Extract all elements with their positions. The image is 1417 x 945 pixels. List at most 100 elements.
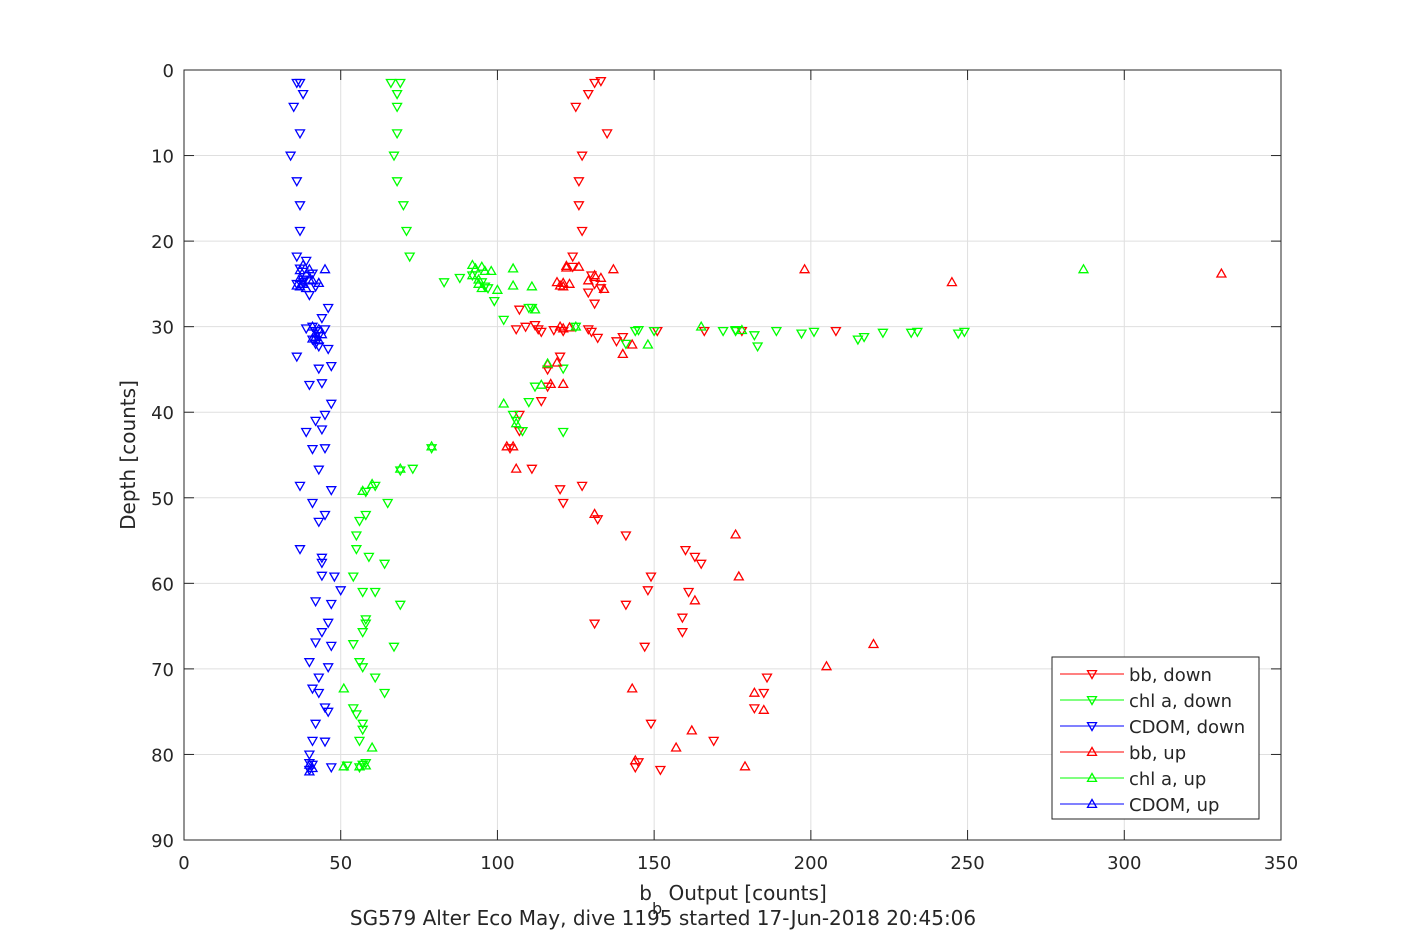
- up-data-point: [357, 485, 369, 495]
- down-data-point: [316, 571, 328, 582]
- up-data-point: [867, 638, 880, 649]
- y-tick-label: 0: [163, 61, 174, 82]
- down-data-point: [676, 628, 689, 638]
- down-data-point: [736, 326, 748, 337]
- up-data-point: [733, 570, 745, 581]
- down-data-point: [454, 273, 466, 284]
- up-data-point: [303, 765, 316, 776]
- down-data-point: [294, 78, 306, 89]
- down-data-point: [438, 278, 450, 289]
- up-data-point: [338, 682, 350, 693]
- down-data-point: [291, 252, 303, 263]
- down-data-point: [504, 444, 516, 455]
- down-data-point: [313, 364, 325, 375]
- up-data-point: [557, 378, 569, 389]
- up-data-point: [758, 704, 770, 714]
- up-data-point: [319, 263, 331, 274]
- down-data-point: [770, 326, 783, 337]
- legend-marker: [1086, 772, 1098, 783]
- down-data-point: [397, 201, 410, 212]
- down-data-point: [350, 710, 363, 721]
- down-data-point: [532, 325, 544, 336]
- down-data-point: [313, 517, 325, 528]
- down-data-point: [526, 464, 538, 475]
- up-data-point: [360, 759, 372, 770]
- down-data-point: [306, 760, 319, 771]
- down-data-point: [325, 763, 337, 774]
- down-data-point: [507, 410, 519, 421]
- down-data-point: [322, 303, 334, 314]
- down-data-point: [360, 619, 372, 630]
- down-data-point: [592, 333, 604, 344]
- down-data-point: [588, 78, 601, 89]
- up-data-point: [595, 272, 607, 282]
- up-data-point: [309, 327, 322, 338]
- down-data-point: [729, 326, 742, 336]
- down-data-point: [325, 641, 337, 652]
- up-data-point: [476, 260, 488, 271]
- down-data-point: [573, 177, 585, 188]
- down-data-point: [905, 328, 917, 339]
- series-2: [284, 78, 347, 776]
- down-data-point: [291, 177, 303, 188]
- down-data-point: [347, 572, 359, 583]
- down-data-point: [350, 545, 363, 555]
- down-data-point: [595, 77, 607, 87]
- down-data-point: [541, 365, 554, 376]
- down-data-point: [595, 284, 607, 295]
- down-data-point: [761, 673, 773, 684]
- down-data-point: [325, 486, 337, 496]
- up-data-point: [689, 594, 701, 605]
- down-data-point: [369, 481, 381, 492]
- up-data-point: [736, 324, 748, 335]
- down-data-point: [425, 444, 438, 455]
- up-data-point: [573, 260, 585, 271]
- up-data-point: [303, 263, 316, 274]
- down-data-point: [554, 352, 566, 363]
- down-data-point: [629, 326, 641, 337]
- up-data-point: [469, 262, 482, 273]
- down-data-point: [588, 619, 601, 630]
- down-data-point: [300, 427, 312, 438]
- up-data-point: [306, 274, 319, 285]
- down-data-point: [325, 361, 337, 372]
- down-data-point: [353, 736, 366, 747]
- down-data-point: [911, 327, 924, 338]
- down-data-point: [570, 102, 582, 113]
- y-tick-labels: 0 10 20 30 40 50 60 70 80 90: [151, 61, 174, 852]
- down-data-point: [391, 102, 403, 113]
- down-data-point: [488, 296, 500, 307]
- down-data-point: [582, 288, 594, 299]
- down-data-point: [394, 78, 406, 89]
- down-data-point: [388, 151, 400, 162]
- down-data-point: [708, 736, 720, 747]
- down-data-point: [695, 559, 707, 570]
- down-data-point: [378, 688, 391, 699]
- legend: bb, down chl a, down CDOM, down bb, up chl a…: [1051, 656, 1260, 820]
- down-data-point: [391, 177, 403, 188]
- down-data-point: [557, 427, 569, 438]
- up-data-point: [507, 262, 519, 273]
- down-data-point: [357, 628, 369, 638]
- down-data-point: [645, 719, 657, 730]
- down-data-point: [341, 761, 353, 772]
- down-data-point: [645, 572, 657, 583]
- down-data-point: [369, 673, 381, 684]
- down-data-point: [852, 335, 864, 346]
- down-data-point: [319, 737, 331, 748]
- up-data-point: [526, 280, 538, 291]
- up-data-point: [642, 338, 654, 349]
- down-data-point: [407, 464, 419, 475]
- up-data-point: [588, 269, 601, 280]
- down-data-point: [535, 397, 547, 407]
- up-data-point: [425, 440, 438, 451]
- down-data-point: [548, 326, 560, 336]
- down-data-point: [360, 510, 372, 521]
- up-data-point: [485, 265, 497, 276]
- down-data-point: [297, 89, 309, 100]
- down-data-point: [576, 151, 588, 162]
- up-data-point: [306, 332, 319, 343]
- up-data-point: [1077, 263, 1090, 274]
- up-data-point: [563, 321, 576, 332]
- up-data-point: [394, 462, 406, 473]
